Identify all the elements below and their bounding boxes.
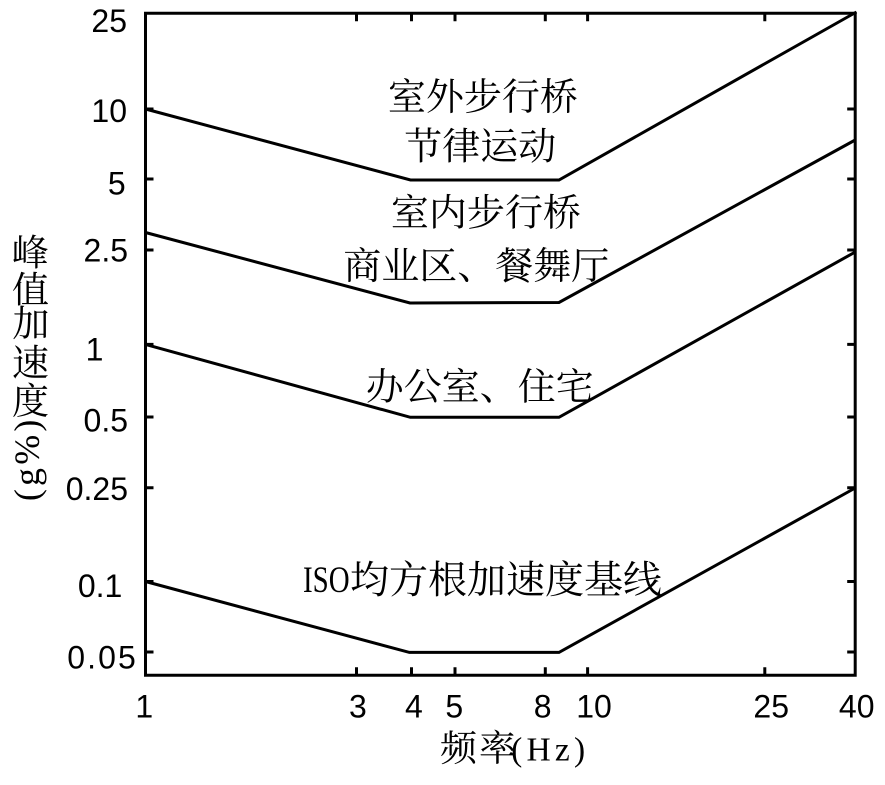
svg-text:10: 10 bbox=[91, 93, 127, 129]
svg-text:0.25: 0.25 bbox=[66, 471, 128, 507]
svg-text:(Hz): (Hz) bbox=[511, 732, 585, 769]
svg-text:4: 4 bbox=[405, 689, 423, 725]
svg-text:2.5: 2.5 bbox=[84, 233, 128, 269]
svg-text:5: 5 bbox=[108, 165, 126, 201]
svg-text:1: 1 bbox=[135, 689, 153, 725]
svg-text:5: 5 bbox=[445, 689, 463, 725]
svg-text:8: 8 bbox=[534, 689, 552, 725]
svg-text:0.1: 0.1 bbox=[78, 568, 122, 604]
svg-text:(g%): (g%) bbox=[7, 416, 47, 501]
svg-text:25: 25 bbox=[91, 3, 127, 39]
svg-text:1: 1 bbox=[86, 332, 104, 368]
svg-text:25: 25 bbox=[753, 689, 789, 725]
svg-text:ISO: ISO bbox=[303, 559, 350, 600]
svg-text:0.5: 0.5 bbox=[84, 403, 128, 439]
svg-text:0.05: 0.05 bbox=[67, 640, 138, 676]
svg-text:3: 3 bbox=[349, 689, 367, 725]
svg-text:10: 10 bbox=[576, 689, 612, 725]
svg-text:40: 40 bbox=[839, 689, 875, 725]
